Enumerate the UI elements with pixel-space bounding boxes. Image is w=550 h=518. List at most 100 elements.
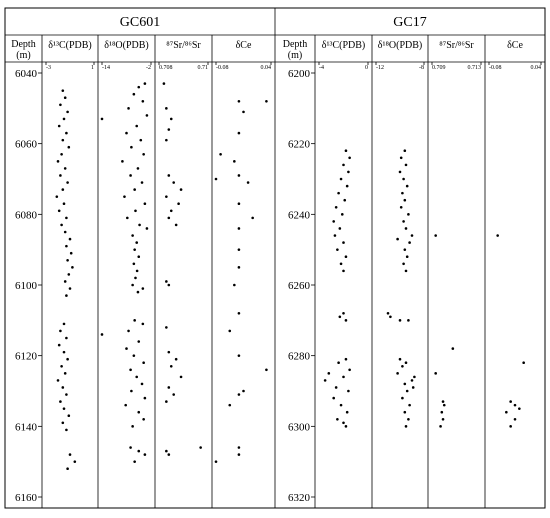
data-point bbox=[342, 163, 345, 167]
data-point bbox=[62, 202, 66, 206]
data-point bbox=[60, 223, 63, 227]
data-point bbox=[410, 234, 414, 237]
data-point bbox=[140, 382, 144, 386]
data-point bbox=[338, 227, 342, 230]
track-header: δ¹³C(PDB) bbox=[322, 40, 366, 51]
data-point bbox=[403, 382, 407, 386]
data-point bbox=[251, 216, 254, 220]
data-point bbox=[133, 460, 136, 463]
data-point bbox=[66, 110, 69, 114]
data-point bbox=[167, 128, 171, 131]
data-point bbox=[410, 379, 414, 382]
data-point bbox=[145, 227, 149, 230]
data-point bbox=[323, 379, 327, 382]
data-point bbox=[62, 117, 66, 121]
data-point bbox=[332, 220, 336, 223]
data-point bbox=[408, 403, 411, 407]
data-point bbox=[165, 326, 168, 329]
data-point bbox=[404, 425, 408, 428]
data-point bbox=[333, 234, 337, 237]
depth-unit: (m) bbox=[288, 50, 302, 61]
data-point bbox=[405, 389, 409, 393]
data-point bbox=[66, 467, 69, 471]
data-point bbox=[129, 174, 132, 177]
data-point bbox=[145, 114, 149, 117]
data-point bbox=[130, 145, 133, 149]
data-point bbox=[522, 361, 525, 365]
data-point bbox=[140, 181, 144, 184]
data-point bbox=[134, 276, 137, 280]
data-point bbox=[413, 375, 416, 379]
data-point bbox=[135, 269, 139, 273]
data-point bbox=[67, 414, 71, 418]
data-point bbox=[61, 138, 65, 142]
depth-tick-label: 6280 bbox=[288, 351, 311, 363]
depth-tick-label: 6220 bbox=[288, 139, 311, 151]
data-point bbox=[135, 241, 139, 244]
data-point bbox=[137, 340, 141, 343]
data-point bbox=[339, 403, 343, 407]
data-point bbox=[337, 361, 340, 365]
depth-tick-label: 6320 bbox=[288, 492, 311, 504]
data-point bbox=[59, 174, 62, 177]
data-point bbox=[441, 417, 445, 421]
data-point bbox=[386, 311, 390, 315]
data-point bbox=[100, 333, 104, 336]
data-point bbox=[509, 400, 512, 403]
data-point bbox=[63, 230, 67, 234]
data-point bbox=[179, 375, 183, 379]
data-point bbox=[402, 262, 405, 266]
data-point bbox=[61, 421, 65, 425]
data-point bbox=[434, 234, 437, 237]
data-point bbox=[61, 386, 65, 389]
data-point bbox=[228, 329, 232, 333]
data-point bbox=[169, 364, 173, 368]
data-point bbox=[136, 290, 140, 294]
data-point bbox=[130, 389, 133, 393]
data-point bbox=[63, 280, 67, 283]
data-point bbox=[174, 357, 178, 361]
data-point bbox=[233, 160, 236, 163]
data-point bbox=[199, 446, 202, 449]
data-point bbox=[407, 319, 410, 322]
depth-tick-label: 6120 bbox=[15, 351, 38, 363]
data-point bbox=[337, 191, 340, 195]
data-point bbox=[67, 145, 71, 149]
x-tick-label: 0.708 bbox=[159, 65, 173, 71]
data-point bbox=[401, 396, 404, 400]
data-point bbox=[167, 386, 171, 389]
track-header: δ¹⁸O(PDB) bbox=[378, 40, 423, 51]
data-point bbox=[137, 255, 141, 259]
data-point bbox=[513, 403, 517, 407]
data-point bbox=[237, 248, 241, 251]
data-point bbox=[135, 375, 139, 379]
data-point bbox=[336, 248, 339, 251]
data-point bbox=[399, 205, 403, 209]
x-tick-label: 0 bbox=[365, 65, 368, 71]
data-point bbox=[169, 209, 173, 213]
data-point bbox=[336, 417, 339, 421]
x-tick-label: -0.08 bbox=[216, 65, 229, 71]
data-point bbox=[407, 213, 410, 216]
data-point bbox=[62, 350, 66, 354]
data-point bbox=[143, 82, 147, 85]
data-point bbox=[348, 368, 351, 372]
data-point bbox=[348, 156, 351, 160]
data-point bbox=[401, 191, 404, 195]
data-point bbox=[59, 103, 62, 107]
data-point bbox=[131, 283, 134, 287]
data-point bbox=[344, 255, 348, 259]
data-point bbox=[327, 372, 331, 375]
data-point bbox=[265, 368, 268, 372]
data-point bbox=[233, 283, 236, 287]
track-header: δCe bbox=[236, 40, 252, 51]
data-point bbox=[396, 237, 399, 241]
track-header: δCe bbox=[507, 40, 523, 51]
depth-tick-label: 6160 bbox=[15, 492, 38, 504]
data-point bbox=[62, 407, 66, 410]
data-point bbox=[345, 184, 349, 188]
data-point bbox=[343, 198, 347, 202]
x-tick-label: 0.713 bbox=[468, 65, 482, 71]
data-point bbox=[411, 386, 415, 389]
data-point bbox=[68, 237, 72, 241]
